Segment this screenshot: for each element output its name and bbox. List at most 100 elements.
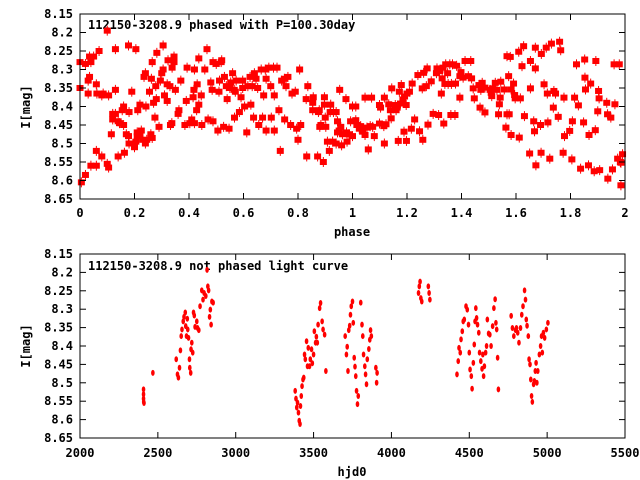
data-point — [148, 57, 156, 68]
point-marker — [132, 46, 140, 53]
point-marker — [526, 57, 534, 64]
point-marker — [275, 107, 283, 114]
y-tick-label: 8.3 — [51, 63, 73, 77]
data-point — [458, 349, 463, 356]
data-point — [365, 356, 370, 363]
data-point — [190, 118, 198, 129]
point-marker — [617, 182, 625, 189]
point-marker — [424, 121, 432, 128]
data-point — [211, 299, 215, 306]
data-point — [456, 92, 464, 103]
point-marker — [86, 53, 94, 60]
data-point — [302, 94, 310, 105]
data-point — [269, 62, 277, 73]
point-marker — [470, 95, 478, 102]
point-marker — [92, 162, 100, 169]
point-marker — [92, 81, 100, 88]
data-point — [206, 287, 211, 294]
data-point — [111, 84, 119, 95]
data-point — [183, 309, 188, 316]
point-marker — [270, 92, 278, 99]
point-marker — [141, 140, 149, 147]
x-tick-label: 0.8 — [287, 206, 309, 220]
data-point — [531, 63, 539, 74]
data-point — [314, 151, 322, 162]
data-point — [212, 58, 220, 69]
data-point — [611, 99, 619, 110]
data-point — [188, 369, 193, 376]
y-axis-label: I[mag] — [19, 85, 33, 128]
data-point — [496, 386, 501, 393]
point-marker — [329, 138, 337, 145]
data-point — [297, 120, 305, 130]
point-marker — [223, 96, 231, 103]
x-tick-label: 2000 — [66, 446, 95, 460]
point-marker — [84, 90, 92, 97]
point-marker — [361, 131, 369, 138]
data-point — [364, 381, 369, 388]
data-point — [114, 151, 122, 162]
point-marker — [322, 123, 330, 130]
y-tick-label: 8.4 — [51, 339, 73, 353]
data-point — [231, 112, 239, 123]
data-point — [193, 79, 201, 90]
point-marker — [502, 124, 510, 131]
unphased-light-curve-plot: 112150-3208.9 not phased light curve hjd… — [19, 247, 639, 479]
point-marker — [496, 94, 504, 101]
x-tick-label: 3000 — [221, 446, 250, 460]
point-marker — [353, 122, 361, 128]
point-marker — [325, 147, 333, 154]
point-marker — [380, 140, 388, 147]
point-marker — [516, 95, 524, 102]
data-point — [293, 123, 301, 134]
data-point — [308, 356, 313, 363]
data-point — [201, 64, 209, 75]
point-marker — [177, 77, 185, 84]
point-marker — [198, 122, 206, 128]
point-marker — [549, 104, 557, 111]
phased-light-curve-plot: 112150-3208.9 phased with P=100.30day ph… — [19, 7, 629, 239]
point-marker — [369, 123, 377, 130]
point-marker — [375, 120, 383, 127]
data-point — [451, 110, 459, 121]
plot-title: 112150-3208.9 phased with P=100.30day — [88, 18, 355, 32]
point-marker — [148, 134, 156, 141]
point-marker — [518, 63, 526, 70]
data-point — [519, 311, 524, 318]
data-point — [370, 131, 378, 142]
point-marker — [95, 48, 103, 54]
data-point — [369, 121, 377, 132]
point-marker — [497, 78, 505, 85]
point-marker — [556, 38, 564, 45]
data-point — [537, 147, 545, 158]
y-tick-label: 8.25 — [44, 44, 73, 58]
point-marker — [281, 116, 289, 123]
point-marker — [526, 85, 534, 92]
x-tick-label: 0.2 — [124, 206, 146, 220]
data-point — [394, 135, 402, 146]
data-point — [111, 44, 119, 55]
point-marker — [566, 127, 574, 134]
data-point — [151, 369, 155, 376]
point-marker — [229, 70, 237, 77]
data-point — [310, 360, 315, 367]
point-marker — [107, 131, 115, 138]
point-marker — [585, 131, 593, 138]
point-marker — [537, 122, 545, 128]
plot-title: 112150-3208.9 not phased light curve — [88, 259, 348, 273]
point-marker — [515, 48, 523, 55]
data-point — [447, 110, 455, 121]
data-point — [207, 77, 215, 88]
y-tick-label: 8.6 — [51, 413, 73, 427]
point-marker — [595, 87, 603, 94]
point-marker — [212, 60, 220, 67]
point-marker — [317, 122, 325, 128]
point-marker — [461, 57, 469, 64]
data-point — [259, 112, 267, 123]
point-marker — [382, 121, 390, 128]
data-point — [244, 81, 252, 92]
data-point — [317, 305, 322, 312]
data-point — [596, 165, 604, 176]
point-marker — [222, 83, 230, 90]
data-point — [546, 319, 550, 326]
